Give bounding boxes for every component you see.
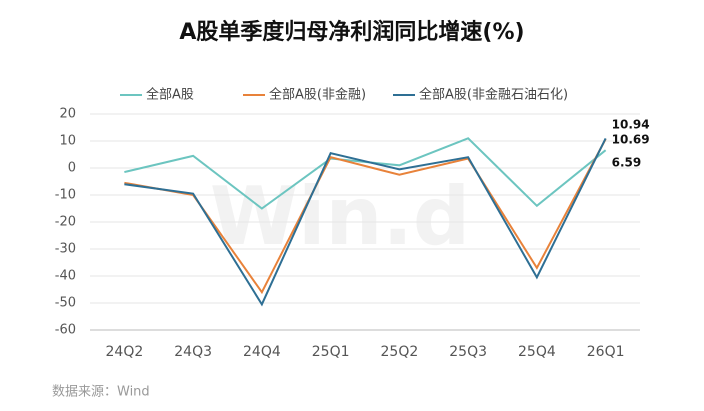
y-tick-label: -20 — [55, 215, 76, 230]
y-tick-label: -60 — [55, 323, 76, 338]
legend-label: 全部A股(非金融石油石化) — [419, 87, 568, 103]
y-tick-label: -30 — [55, 242, 76, 257]
data-label: 6.59 — [612, 156, 642, 170]
y-tick-label: 20 — [59, 107, 76, 122]
x-tick-label: 24Q2 — [106, 344, 144, 360]
series-line — [124, 138, 607, 307]
data-label: 10.69 — [612, 133, 650, 147]
y-tick-label: -10 — [55, 188, 76, 203]
x-tick-label: 25Q2 — [381, 344, 419, 360]
x-tick-label: 24Q4 — [243, 344, 281, 360]
watermark: Win.d — [210, 170, 470, 263]
chart-title: A股单季度归母净利润同比增速(%) — [179, 19, 524, 45]
y-tick-label: -50 — [55, 296, 76, 311]
y-tick-label: -40 — [55, 269, 76, 284]
y-tick-label: 10 — [59, 134, 76, 149]
x-tick-label: 25Q4 — [518, 344, 556, 360]
data-label: 10.94 — [612, 118, 650, 132]
legend-label: 全部A股 — [146, 87, 194, 103]
source: 数据来源：Wind — [52, 385, 150, 400]
legend-label: 全部A股(非金融) — [269, 87, 366, 103]
x-tick-label: 25Q1 — [312, 344, 350, 360]
x-tick-label: 25Q3 — [449, 344, 487, 360]
x-tick-label: 24Q3 — [174, 344, 212, 360]
y-tick-label: 0 — [68, 161, 76, 176]
x-tick-label: 26Q1 — [587, 344, 625, 360]
